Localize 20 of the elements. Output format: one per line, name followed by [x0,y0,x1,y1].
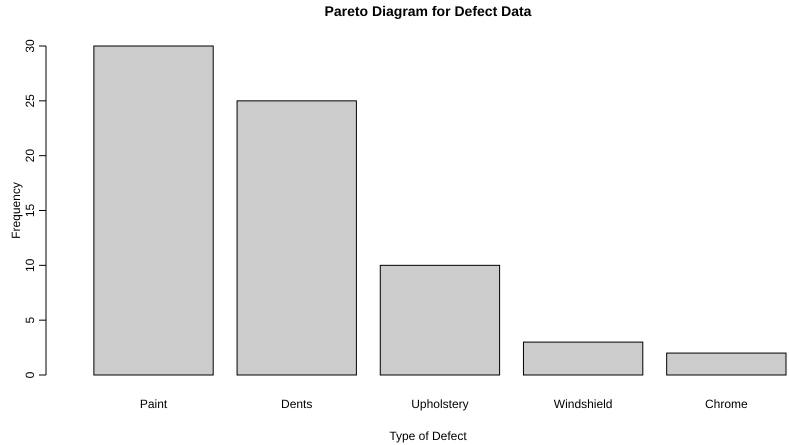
bar [666,352,786,376]
y-tick-label: 5 [23,316,37,324]
y-axis-title: Frequency [9,182,23,239]
y-tick-label: 25 [23,94,37,108]
x-tick-label: Dents [281,397,312,411]
bar [93,46,214,376]
y-tick-label: 10 [23,258,37,272]
bar [380,264,500,376]
x-tick-label: Paint [140,397,168,411]
x-tick-label: Upholstery [411,397,469,411]
x-axis-title: Type of Defect [389,429,468,443]
y-tick-label: 0 [23,371,37,378]
x-tick-label: Chrome [704,397,748,411]
x-tick-label: Windshield [554,397,612,411]
y-tick-label: 20 [23,148,37,162]
y-tick-label: 15 [23,204,37,218]
chart-title: Pareto Diagram for Defect Data [324,3,532,19]
bar [522,342,644,376]
bar [236,100,357,376]
y-tick-label: 30 [23,39,37,53]
